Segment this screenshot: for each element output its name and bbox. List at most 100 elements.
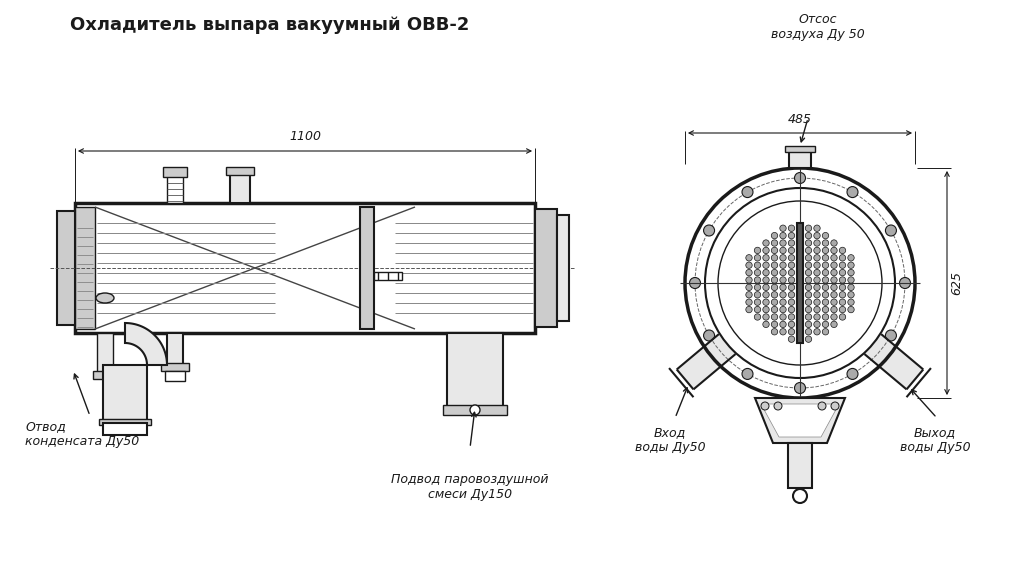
Text: Подвод паровоздушной
смеси Ду150: Подвод паровоздушной смеси Ду150 — [391, 473, 549, 501]
Circle shape — [831, 402, 839, 410]
Circle shape — [788, 247, 795, 253]
Circle shape — [805, 292, 812, 298]
Circle shape — [822, 306, 828, 313]
Bar — [103, 423, 147, 435]
Ellipse shape — [96, 293, 114, 303]
Circle shape — [755, 269, 761, 276]
Circle shape — [788, 314, 795, 320]
Bar — [163, 167, 187, 177]
Circle shape — [830, 292, 838, 298]
Circle shape — [814, 321, 820, 328]
Circle shape — [788, 240, 795, 246]
Circle shape — [822, 262, 828, 268]
Circle shape — [771, 284, 777, 290]
Circle shape — [805, 321, 812, 328]
Bar — [75, 207, 95, 329]
Circle shape — [763, 277, 769, 283]
Circle shape — [745, 292, 753, 298]
Circle shape — [703, 225, 715, 236]
Circle shape — [771, 321, 777, 328]
Circle shape — [795, 383, 806, 393]
Circle shape — [840, 292, 846, 298]
Circle shape — [840, 306, 846, 313]
Circle shape — [814, 225, 820, 232]
Bar — [557, 215, 569, 321]
Circle shape — [814, 329, 820, 335]
Circle shape — [755, 277, 761, 283]
Text: Отсос
воздуха Ду 50: Отсос воздуха Ду 50 — [771, 13, 865, 41]
Circle shape — [788, 225, 795, 232]
Circle shape — [780, 299, 786, 305]
Circle shape — [886, 330, 896, 341]
Circle shape — [771, 240, 777, 246]
Text: Охладитель выпара вакуумный ОВВ-2: Охладитель выпара вакуумный ОВВ-2 — [71, 16, 470, 34]
Circle shape — [805, 299, 812, 305]
Circle shape — [788, 299, 795, 305]
Bar — [447, 333, 503, 408]
Circle shape — [793, 489, 807, 503]
Bar — [57, 211, 75, 325]
Circle shape — [780, 306, 786, 313]
Circle shape — [840, 299, 846, 305]
Circle shape — [848, 277, 854, 283]
Circle shape — [848, 292, 854, 298]
Circle shape — [780, 292, 786, 298]
Bar — [226, 167, 254, 175]
Circle shape — [755, 262, 761, 268]
Bar — [165, 371, 185, 381]
Circle shape — [763, 284, 769, 290]
Circle shape — [780, 232, 786, 239]
Text: Отвод
конденсата Ду50: Отвод конденсата Ду50 — [25, 420, 139, 448]
Circle shape — [848, 284, 854, 290]
Circle shape — [771, 306, 777, 313]
Circle shape — [761, 402, 769, 410]
Circle shape — [805, 306, 812, 313]
Circle shape — [805, 269, 812, 276]
Circle shape — [780, 277, 786, 283]
Circle shape — [814, 277, 820, 283]
Circle shape — [805, 336, 812, 342]
Circle shape — [822, 292, 828, 298]
Circle shape — [774, 402, 782, 410]
Circle shape — [830, 306, 838, 313]
Circle shape — [755, 292, 761, 298]
Bar — [103, 365, 147, 420]
Circle shape — [840, 284, 846, 290]
Circle shape — [788, 269, 795, 276]
Circle shape — [763, 314, 769, 320]
Circle shape — [795, 172, 806, 183]
Circle shape — [780, 329, 786, 335]
Circle shape — [830, 299, 838, 305]
Circle shape — [814, 314, 820, 320]
Circle shape — [847, 186, 858, 198]
Circle shape — [840, 262, 846, 268]
Circle shape — [771, 299, 777, 305]
Circle shape — [703, 330, 715, 341]
Circle shape — [771, 292, 777, 298]
Circle shape — [830, 277, 838, 283]
Circle shape — [805, 314, 812, 320]
Bar — [443, 405, 507, 415]
Circle shape — [805, 240, 812, 246]
Circle shape — [763, 292, 769, 298]
Circle shape — [763, 247, 769, 253]
Circle shape — [755, 314, 761, 320]
Circle shape — [771, 314, 777, 320]
Circle shape — [780, 255, 786, 261]
Text: Выход
воды Ду50: Выход воды Ду50 — [900, 426, 970, 454]
Circle shape — [814, 269, 820, 276]
Circle shape — [470, 405, 480, 415]
Circle shape — [814, 232, 820, 239]
Circle shape — [780, 262, 786, 268]
Bar — [374, 272, 402, 280]
Circle shape — [814, 299, 820, 305]
Circle shape — [822, 284, 828, 290]
Circle shape — [814, 247, 820, 253]
Circle shape — [788, 321, 795, 328]
Bar — [167, 175, 183, 203]
Circle shape — [899, 278, 910, 289]
Circle shape — [822, 232, 828, 239]
Circle shape — [745, 269, 753, 276]
Circle shape — [830, 240, 838, 246]
Circle shape — [780, 247, 786, 253]
